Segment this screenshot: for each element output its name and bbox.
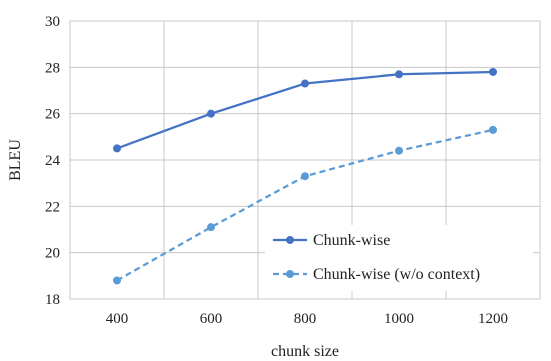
x-axis-title: chunk size	[271, 343, 339, 360]
legend-label-chunk-wise-wo-context: Chunk-wise (w/o context)	[313, 266, 480, 283]
legend-label-chunk-wise: Chunk-wise	[313, 232, 390, 249]
plot-area-frame	[69, 20, 541, 300]
y-tick-label: 30	[45, 14, 60, 30]
data-point	[301, 79, 309, 88]
legend: Chunk-wise Chunk-wise (w/o context)	[273, 232, 480, 283]
y-tick-label: 24	[45, 153, 61, 169]
legend-marker-chunk-wise	[286, 236, 294, 244]
data-point	[489, 67, 497, 76]
series-layer	[113, 67, 497, 285]
x-axis-tick-labels: 400 600 800 1000 1200	[106, 311, 508, 327]
data-point	[207, 223, 215, 232]
data-point	[395, 70, 403, 79]
data-point	[489, 125, 497, 134]
y-axis-tick-labels: 18 20 22 24 26 28 30	[45, 14, 61, 308]
y-tick-label: 18	[45, 292, 60, 308]
y-tick-label: 20	[45, 246, 60, 262]
y-axis-title: BLEU	[7, 139, 24, 181]
data-point	[207, 109, 215, 118]
data-point	[395, 146, 403, 155]
x-tick-label: 1000	[384, 311, 414, 327]
legend-marker-chunk-wise-wo-context	[286, 270, 294, 278]
data-point	[113, 276, 121, 285]
x-tick-label: 600	[200, 311, 223, 327]
x-tick-label: 400	[106, 311, 129, 327]
y-tick-label: 28	[45, 60, 60, 76]
data-point	[113, 144, 121, 153]
y-tick-label: 22	[45, 199, 60, 215]
data-point	[301, 172, 309, 181]
y-tick-label: 26	[45, 107, 61, 123]
x-tick-label: 800	[294, 311, 317, 327]
x-tick-label: 1200	[478, 311, 508, 327]
legend-box	[265, 225, 533, 291]
